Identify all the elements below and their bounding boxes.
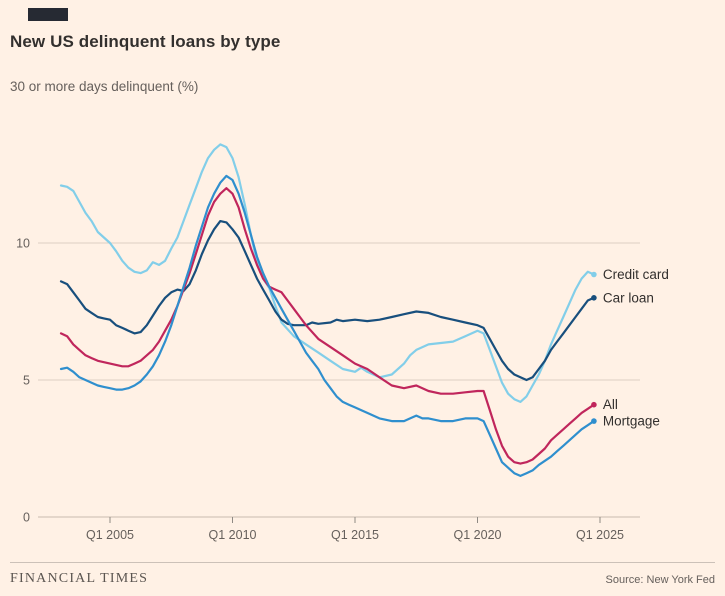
x-axis-label-2010: Q1 2010 xyxy=(209,528,257,542)
chart-title: New US delinquent loans by type xyxy=(10,32,281,51)
series-label-mortgage: Mortgage xyxy=(603,414,660,429)
ft-brand-bar xyxy=(28,8,68,21)
series-line-all xyxy=(59,187,595,465)
y-axis-label-10: 10 xyxy=(16,237,30,251)
ft-wordmark: FINANCIAL TIMES xyxy=(10,571,149,586)
series-end-dot-credit-card xyxy=(591,271,597,278)
series-end-dot-all xyxy=(591,401,597,408)
series-line-car-loan xyxy=(59,220,595,382)
x-axis-label-2015: Q1 2015 xyxy=(331,528,379,542)
footer-divider xyxy=(10,562,715,563)
y-axis-label-0: 0 xyxy=(23,511,30,525)
line-chart: 0 5 10 Q1 2005 Q1 2010 Q1 2015 Q1 2020 Q1 2025 C… xyxy=(16,143,669,542)
x-axis-label-2005: Q1 2005 xyxy=(86,528,134,542)
x-axis-label-2025: Q1 2025 xyxy=(576,528,624,542)
source-note: Source: New York Fed xyxy=(605,574,715,586)
x-axis-label-2020: Q1 2020 xyxy=(454,528,502,542)
series-line-credit-card xyxy=(59,143,595,403)
series-end-dot-mortgage xyxy=(591,418,597,424)
series-label-car-loan: Car loan xyxy=(603,290,654,305)
series-label-credit-card: Credit card xyxy=(603,267,669,282)
series-label-all: All xyxy=(603,397,618,412)
y-axis-label-5: 5 xyxy=(23,374,30,388)
series-end-dot-car-loan xyxy=(591,295,597,301)
chart-subtitle: 30 or more days delinquent (%) xyxy=(10,79,199,94)
series-line-mortgage xyxy=(59,174,595,477)
